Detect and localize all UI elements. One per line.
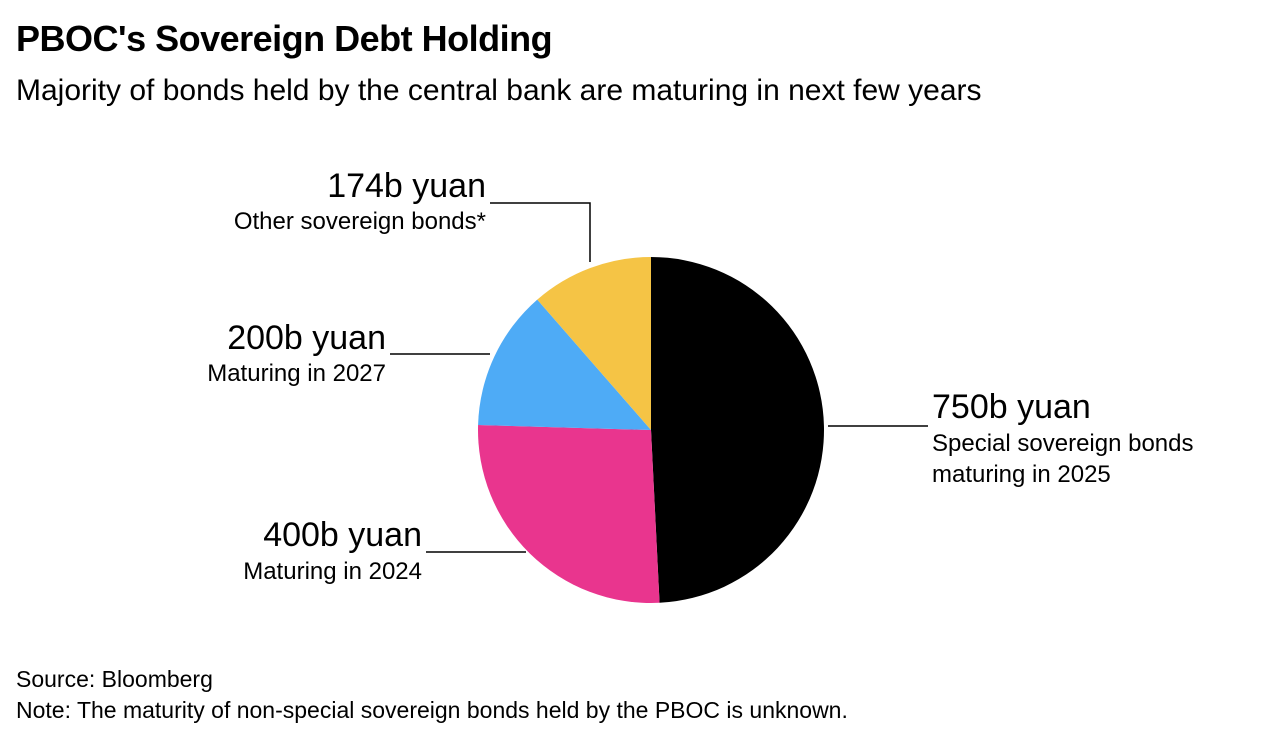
value-label: 750b yuan	[932, 388, 1091, 426]
source: Source: Bloomberg	[16, 666, 213, 692]
pie-slice	[651, 257, 825, 603]
chart-subtitle: Majority of bonds held by the central ba…	[16, 74, 982, 107]
pie-slice	[537, 257, 651, 430]
category-label: Maturing in 2024	[243, 558, 422, 585]
value-label: 174b yuan	[327, 167, 486, 205]
category-label: Other sovereign bonds*	[233, 208, 486, 235]
note: Note: The maturity of non-special sovere…	[16, 697, 848, 723]
category-label: Maturing in 2027	[207, 360, 386, 387]
value-label: 400b yuan	[263, 516, 422, 554]
pie-slice	[478, 425, 660, 603]
chart-title: PBOC's Sovereign Debt Holding	[16, 18, 553, 59]
category-label: Special sovereign bonds maturing in 2025	[932, 430, 1194, 488]
value-label: 200b yuan	[227, 319, 386, 357]
leader-line	[490, 202, 591, 262]
pie-slice	[478, 299, 651, 430]
